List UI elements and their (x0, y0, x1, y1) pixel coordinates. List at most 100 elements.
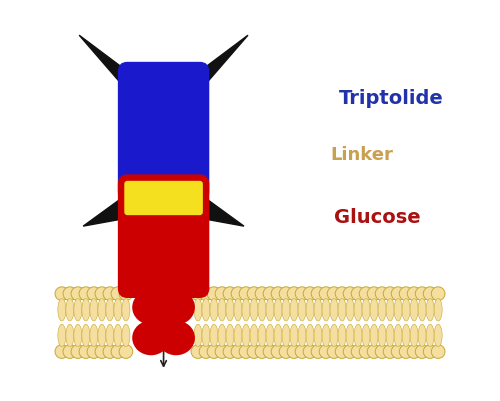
Circle shape (384, 345, 397, 358)
Circle shape (271, 287, 285, 301)
Ellipse shape (274, 324, 282, 347)
Ellipse shape (322, 299, 330, 321)
Ellipse shape (410, 324, 418, 347)
Ellipse shape (418, 299, 426, 321)
Circle shape (271, 345, 285, 358)
Ellipse shape (274, 299, 282, 321)
Circle shape (384, 287, 397, 301)
Circle shape (287, 287, 301, 301)
Ellipse shape (66, 324, 74, 347)
Ellipse shape (66, 299, 74, 321)
Circle shape (303, 287, 317, 301)
Circle shape (351, 345, 365, 358)
Circle shape (207, 345, 221, 358)
Circle shape (199, 345, 213, 358)
Ellipse shape (210, 324, 218, 347)
Ellipse shape (266, 299, 274, 321)
Ellipse shape (250, 324, 258, 347)
Ellipse shape (106, 324, 114, 347)
Ellipse shape (370, 299, 378, 321)
Ellipse shape (194, 299, 202, 321)
Ellipse shape (306, 324, 314, 347)
Circle shape (63, 345, 76, 358)
Circle shape (119, 345, 132, 358)
Polygon shape (200, 194, 244, 227)
Ellipse shape (290, 299, 298, 321)
Ellipse shape (98, 299, 106, 321)
Ellipse shape (378, 324, 386, 347)
Ellipse shape (90, 324, 98, 347)
Ellipse shape (330, 324, 338, 347)
Circle shape (327, 287, 341, 301)
Circle shape (223, 287, 237, 301)
Circle shape (255, 287, 269, 301)
Circle shape (103, 287, 117, 301)
Circle shape (87, 287, 101, 301)
Ellipse shape (338, 299, 346, 321)
Ellipse shape (158, 290, 195, 325)
Circle shape (368, 345, 381, 358)
Ellipse shape (58, 324, 66, 347)
Ellipse shape (202, 299, 210, 321)
Ellipse shape (158, 321, 195, 355)
Polygon shape (196, 36, 248, 96)
Ellipse shape (346, 324, 354, 347)
Circle shape (111, 345, 124, 358)
Polygon shape (83, 194, 128, 227)
Ellipse shape (402, 299, 410, 321)
Circle shape (223, 345, 237, 358)
Circle shape (335, 287, 349, 301)
Circle shape (263, 345, 277, 358)
Ellipse shape (90, 299, 98, 321)
Circle shape (432, 345, 445, 358)
Circle shape (87, 345, 101, 358)
Ellipse shape (242, 299, 250, 321)
Ellipse shape (362, 299, 370, 321)
Ellipse shape (154, 297, 174, 349)
Circle shape (392, 345, 405, 358)
Ellipse shape (434, 299, 442, 321)
Ellipse shape (122, 324, 130, 347)
Ellipse shape (394, 299, 402, 321)
Ellipse shape (298, 324, 306, 347)
Circle shape (295, 287, 309, 301)
Circle shape (335, 345, 349, 358)
Circle shape (303, 345, 317, 358)
Circle shape (400, 345, 413, 358)
Circle shape (63, 287, 76, 301)
Ellipse shape (82, 299, 90, 321)
Circle shape (239, 287, 253, 301)
Ellipse shape (386, 324, 394, 347)
FancyBboxPatch shape (125, 182, 202, 215)
Circle shape (311, 287, 325, 301)
Ellipse shape (378, 299, 386, 321)
Ellipse shape (410, 299, 418, 321)
Circle shape (207, 287, 221, 301)
Ellipse shape (234, 299, 242, 321)
Text: Linker: Linker (330, 146, 394, 163)
Ellipse shape (306, 299, 314, 321)
Ellipse shape (370, 324, 378, 347)
Circle shape (408, 345, 421, 358)
Ellipse shape (218, 299, 226, 321)
Circle shape (263, 287, 277, 301)
Circle shape (319, 287, 333, 301)
Circle shape (95, 287, 108, 301)
Circle shape (408, 287, 421, 301)
Circle shape (79, 287, 92, 301)
Ellipse shape (114, 299, 122, 321)
Circle shape (231, 287, 245, 301)
Circle shape (215, 287, 229, 301)
Circle shape (191, 345, 205, 358)
Ellipse shape (346, 299, 354, 321)
Ellipse shape (330, 299, 338, 321)
Circle shape (319, 345, 333, 358)
Polygon shape (79, 36, 132, 96)
Ellipse shape (394, 324, 402, 347)
Ellipse shape (402, 324, 410, 347)
Ellipse shape (418, 324, 426, 347)
Ellipse shape (132, 321, 170, 355)
Circle shape (343, 345, 357, 358)
Ellipse shape (282, 299, 290, 321)
Ellipse shape (266, 324, 274, 347)
